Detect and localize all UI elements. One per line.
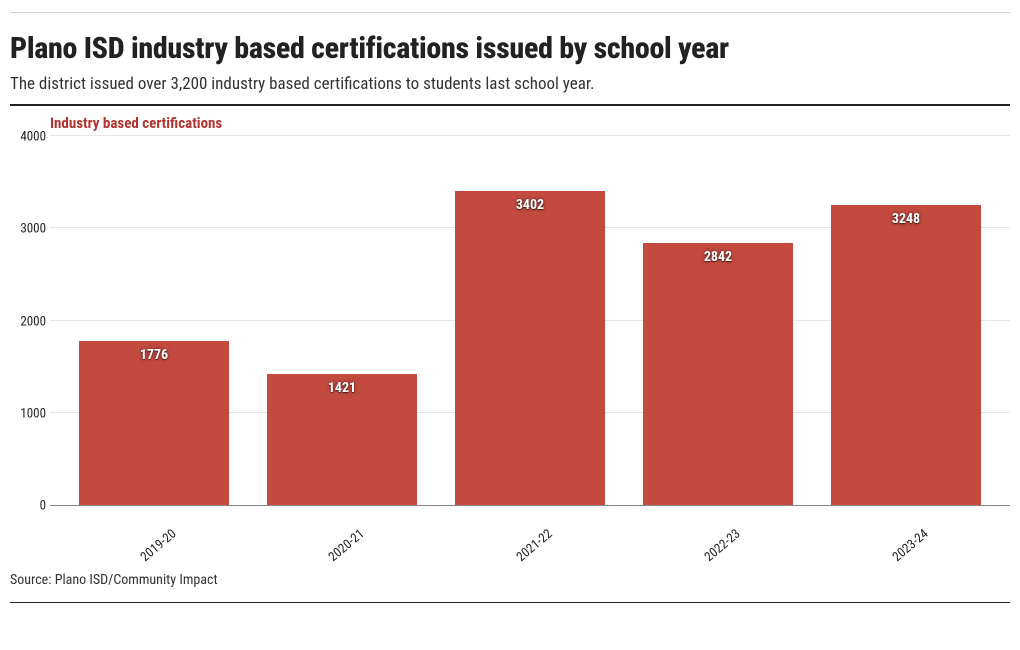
chart-frame: Industry based certifications 0 1000 2000 3… (10, 104, 1010, 566)
x-tick-label: 2020-21 (326, 527, 375, 574)
bar-value-label: 3248 (892, 211, 920, 227)
top-rule (10, 12, 1010, 13)
bottom-rule (10, 602, 1010, 603)
x-tick-label: 2022-23 (702, 527, 751, 574)
bar: 3402 (455, 191, 605, 505)
x-tick-label: 2019-20 (138, 527, 187, 574)
bar-slot: 1421 (248, 374, 436, 505)
bar-value-label: 3402 (516, 197, 544, 213)
bar-slot: 3402 (436, 191, 624, 505)
chart-title: Plano ISD industry based certifications … (10, 31, 1010, 66)
x-tick-slot: 2020-21 (248, 516, 436, 566)
chart-subtitle: The district issued over 3,200 industry … (10, 74, 1010, 94)
x-tick-slot: 2022-23 (624, 516, 812, 566)
x-tick-slot: 2023-24 (812, 516, 1000, 566)
x-tick-label: 2021-22 (514, 527, 563, 574)
source-line: Source: Plano ISD/Community Impact (10, 572, 1010, 588)
y-axis: 01000200030004000 (10, 136, 50, 506)
bar-value-label: 2842 (704, 249, 732, 265)
bar-slot: 2842 (624, 243, 812, 505)
y-tick-label: 2000 (20, 314, 46, 329)
y-tick-label: 4000 (20, 130, 46, 145)
bar-slot: 1776 (60, 341, 248, 505)
bar-value-label: 1421 (328, 380, 356, 396)
plot-area: 1776 1421 3402 2842 3248 (50, 136, 1010, 506)
x-tick-label: 2023-24 (890, 527, 939, 574)
bar: 2842 (643, 243, 793, 505)
bar: 1776 (79, 341, 229, 505)
x-tick-slot: 2021-22 (436, 516, 624, 566)
x-axis: 2019-202020-212021-222022-232023-24 (50, 516, 1010, 566)
bar-value-label: 1776 (140, 347, 168, 363)
bar: 1421 (267, 374, 417, 505)
y-tick-label: 0 (40, 499, 46, 514)
y-tick-label: 1000 (20, 406, 46, 421)
y-tick-label: 3000 (20, 222, 46, 237)
gridline (50, 135, 1010, 136)
x-tick-slot: 2019-20 (60, 516, 248, 566)
series-label: Industry based certifications (50, 114, 1010, 132)
bar: 3248 (831, 205, 981, 505)
bar-slot: 3248 (812, 205, 1000, 505)
